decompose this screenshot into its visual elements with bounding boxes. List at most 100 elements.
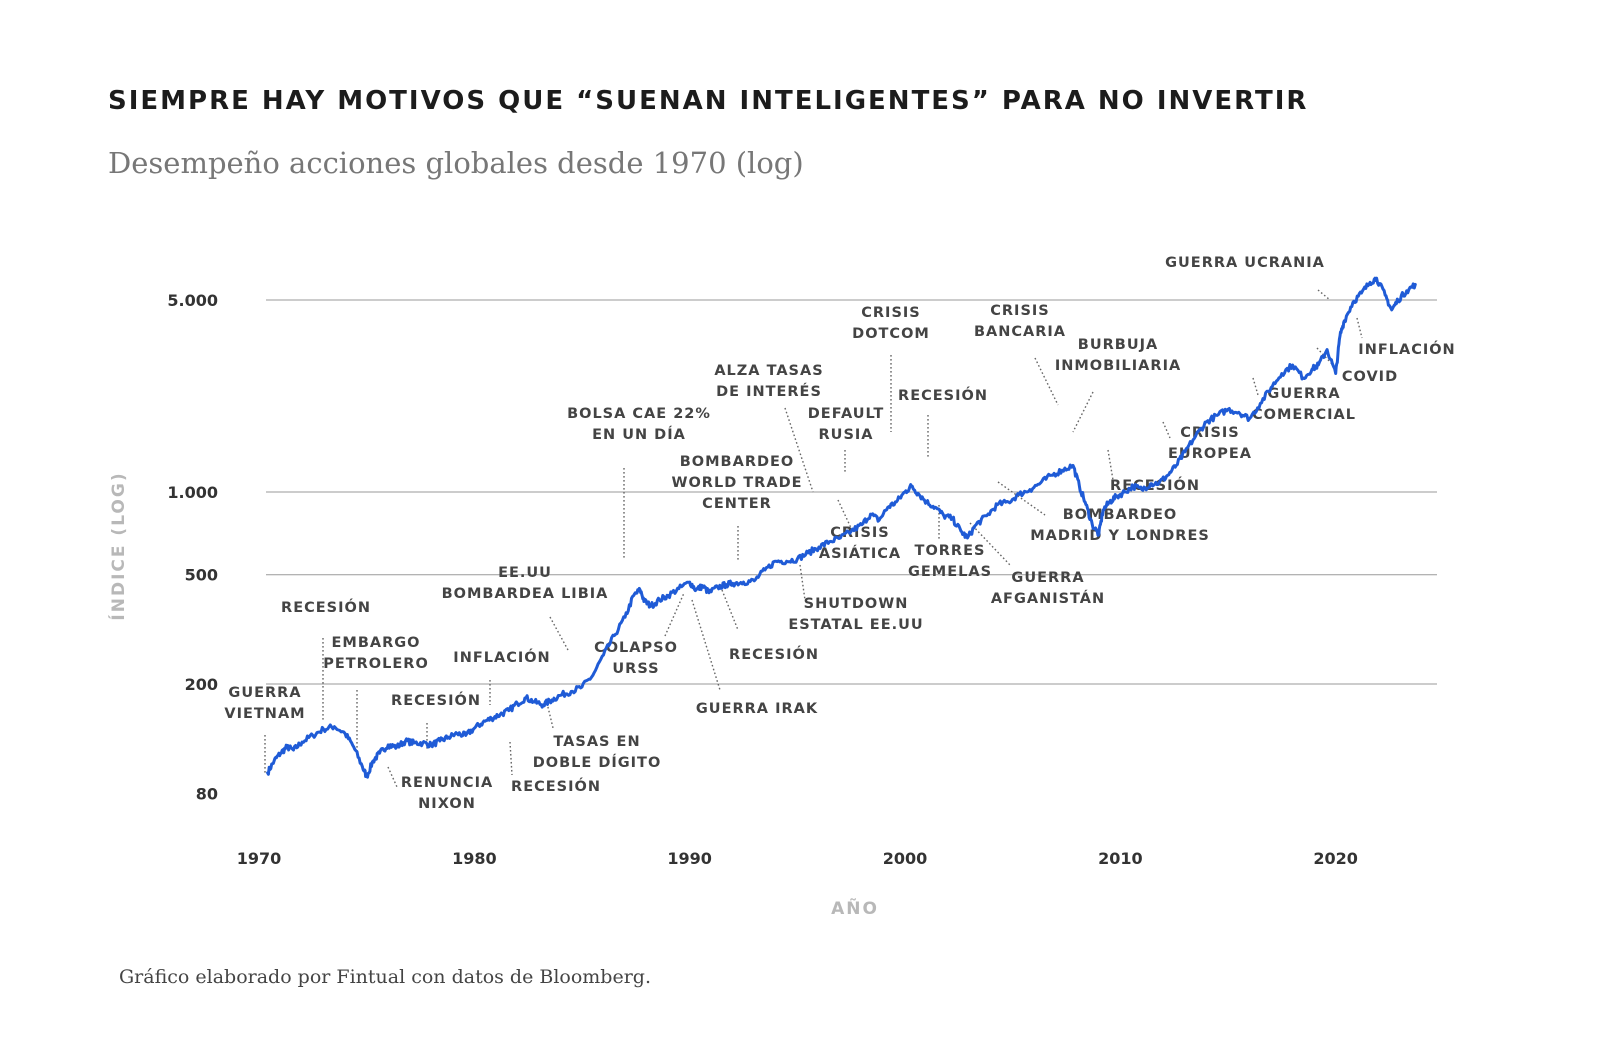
annotation-leader bbox=[1107, 449, 1114, 481]
annotation-label: RECESIÓN bbox=[391, 691, 481, 709]
annotation-line: ESTATAL EE.UU bbox=[788, 617, 923, 633]
annotation-line: DE INTERÉS bbox=[716, 383, 822, 400]
annotation-leader bbox=[549, 616, 569, 651]
x-tick-label: 1970 bbox=[237, 849, 282, 868]
annotation-line: RECESIÓN bbox=[729, 645, 819, 663]
annotation-line: SHUTDOWN bbox=[804, 596, 909, 612]
annotation-label: RECESIÓN bbox=[511, 777, 601, 795]
annotations: GUERRA VIETNAM RECESIÓN EMBARGO PETROLERO REN… bbox=[224, 255, 1455, 812]
annotation-line: DEFAULT bbox=[808, 406, 884, 422]
annotation-label: GUERRA VIETNAM bbox=[224, 685, 305, 722]
annotation-leader bbox=[1162, 421, 1171, 439]
annotation-label: CRISIS BANCARIA bbox=[974, 303, 1066, 340]
x-tick-label: 2020 bbox=[1313, 849, 1358, 868]
annotation-label: INFLACIÓN bbox=[1358, 340, 1455, 358]
x-axis-label: AÑO bbox=[831, 896, 879, 919]
annotation-label: COLAPSO URSS bbox=[594, 640, 678, 677]
annotation-line: RENUNCIA bbox=[401, 775, 493, 791]
y-tick-label: 500 bbox=[185, 566, 218, 585]
annotation-label: BOLSA CAE 22% EN UN DÍA bbox=[567, 406, 711, 443]
annotation-line: BOMBARDEO bbox=[680, 454, 795, 470]
annotation-line: BOLSA CAE 22% bbox=[567, 406, 711, 422]
annotation-leader bbox=[837, 499, 853, 531]
annotation-leader bbox=[721, 589, 739, 631]
annotation-line: INFLACIÓN bbox=[1358, 340, 1455, 358]
annotation-line: NIXON bbox=[418, 796, 476, 812]
annotation-line: INMOBILIARIA bbox=[1055, 358, 1181, 374]
annotation-leader bbox=[1072, 391, 1094, 433]
annotation-line: RECESIÓN bbox=[281, 598, 371, 616]
gridlines bbox=[266, 299, 1437, 685]
annotation-line: EE.UU bbox=[498, 565, 552, 581]
annotation-leader bbox=[546, 702, 554, 729]
annotation-label: GUERRA AFGANISTÁN bbox=[991, 570, 1105, 607]
annotation-leader bbox=[969, 522, 1011, 566]
annotation-label: RECESIÓN bbox=[898, 386, 988, 404]
annotation-label: INFLACIÓN bbox=[453, 648, 550, 666]
annotation-line: EN UN DÍA bbox=[592, 426, 686, 443]
annotation-line: BURBUJA bbox=[1078, 337, 1158, 353]
annotation-line: GEMELAS bbox=[908, 564, 992, 580]
annotation-label: ALZA TASAS DE INTERÉS bbox=[714, 363, 823, 400]
annotation-label: CRISIS ASIÁTICA bbox=[819, 525, 901, 562]
annotation-line: DOBLE DÍGITO bbox=[533, 754, 662, 771]
annotation-line: VIETNAM bbox=[224, 706, 305, 722]
annotation-line: DOTCOM bbox=[852, 326, 930, 342]
annotation-label: EE.UU BOMBARDEA LIBIA bbox=[442, 565, 609, 602]
x-tick-label: 2000 bbox=[883, 849, 928, 868]
annotation-label: EMBARGO PETROLERO bbox=[323, 635, 429, 672]
annotation-leader bbox=[691, 599, 721, 691]
annotation-line: RUSIA bbox=[819, 427, 874, 443]
annotation-line: WORLD TRADE bbox=[671, 475, 802, 491]
annotation-label: DEFAULT RUSIA bbox=[808, 406, 884, 443]
annotation-label: RECESIÓN bbox=[281, 598, 371, 616]
annotation-line: CRISIS bbox=[830, 525, 889, 541]
y-tick-label: 1.000 bbox=[167, 483, 218, 502]
annotation-line: MADRID Y LONDRES bbox=[1030, 528, 1210, 544]
annotation-line: ALZA TASAS bbox=[714, 363, 823, 379]
annotation-line: TASAS EN bbox=[553, 734, 640, 750]
annotation-line: TORRES bbox=[915, 543, 986, 559]
annotation-label: GUERRA UCRANIA bbox=[1165, 255, 1325, 271]
annotation-label: BOMBARDEO MADRID Y LONDRES bbox=[1030, 507, 1210, 544]
chart-subtitle: Desempeño acciones globales desde 1970 (… bbox=[108, 146, 804, 180]
annotation-line: COVID bbox=[1342, 369, 1398, 385]
annotation-label: BURBUJA INMOBILIARIA bbox=[1055, 337, 1181, 374]
annotation-line: PETROLERO bbox=[323, 656, 429, 672]
annotation-label: COVID bbox=[1342, 369, 1398, 385]
annotation-leader bbox=[784, 407, 814, 493]
annotation-label: GUERRA COMERCIAL bbox=[1252, 386, 1356, 423]
annotation-line: COLAPSO bbox=[594, 640, 678, 656]
annotation-line: CRISIS bbox=[990, 303, 1049, 319]
annotation-leaders bbox=[264, 289, 1363, 788]
annotation-label: RECESIÓN bbox=[729, 645, 819, 663]
annotation-line: GUERRA bbox=[1011, 570, 1084, 586]
annotation-label: TORRES GEMELAS bbox=[908, 543, 992, 580]
x-axis-ticks: 1970 1980 1990 2000 2010 2020 bbox=[237, 849, 1358, 868]
annotation-line: BANCARIA bbox=[974, 324, 1066, 340]
annotation-line: CENTER bbox=[702, 496, 772, 512]
annotation-line: RECESIÓN bbox=[898, 386, 988, 404]
annotation-leader bbox=[1356, 317, 1363, 339]
annotation-line: COMERCIAL bbox=[1252, 407, 1356, 423]
chart-title: SIEMPRE HAY MOTIVOS QUE “SUENAN INTELIGE… bbox=[108, 86, 1309, 116]
y-tick-label: 5.000 bbox=[167, 291, 218, 310]
x-tick-label: 1980 bbox=[452, 849, 497, 868]
annotation-line: GUERRA bbox=[1267, 386, 1340, 402]
annotation-line: RECESIÓN bbox=[391, 691, 481, 709]
annotation-line: BOMBARDEO bbox=[1063, 507, 1178, 523]
annotation-line: ASIÁTICA bbox=[819, 545, 901, 562]
annotation-line: AFGANISTÁN bbox=[991, 590, 1105, 607]
annotation-leader bbox=[997, 481, 1046, 516]
y-tick-label: 80 bbox=[196, 784, 218, 803]
annotation-line: RECESIÓN bbox=[511, 777, 601, 795]
annotation-line: CRISIS bbox=[1180, 425, 1239, 441]
y-tick-label: 200 bbox=[185, 675, 218, 694]
annotation-label: TASAS EN DOBLE DÍGITO bbox=[533, 734, 662, 771]
annotation-label: RENUNCIA NIXON bbox=[401, 775, 493, 812]
annotation-line: EMBARGO bbox=[331, 635, 420, 651]
annotation-line: CRISIS bbox=[861, 305, 920, 321]
annotation-line: URSS bbox=[612, 661, 659, 677]
y-axis-label: ÍNDICE (LOG) bbox=[107, 471, 129, 620]
